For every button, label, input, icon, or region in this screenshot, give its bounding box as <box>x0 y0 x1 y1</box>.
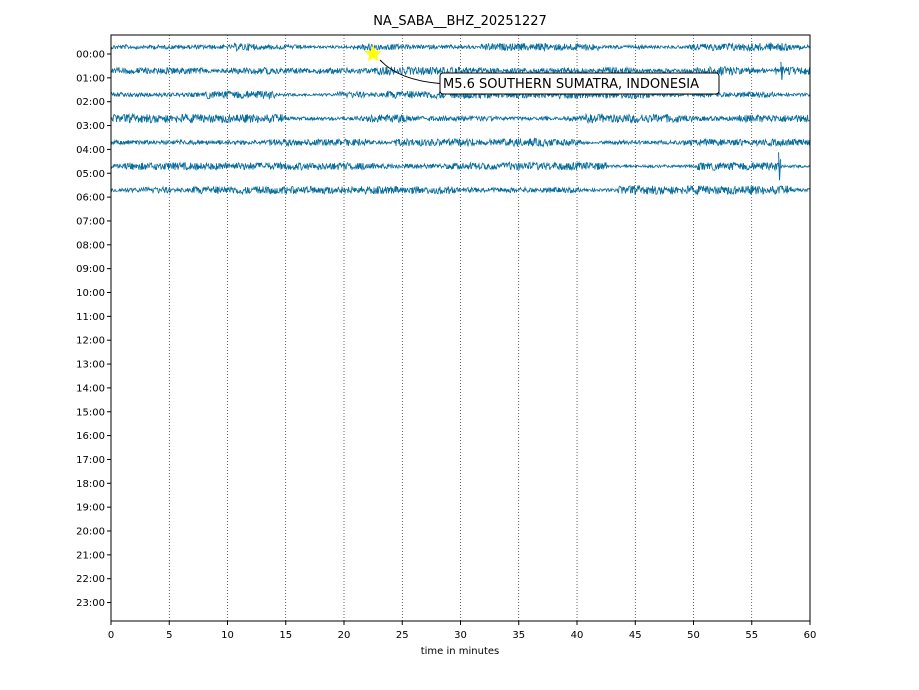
y-tick-label: 23:00 <box>76 598 105 609</box>
traces-group <box>110 42 811 196</box>
x-tick-label: 25 <box>396 630 409 641</box>
x-axis-label: time in minutes <box>421 646 500 657</box>
event-label: M5.6 SOUTHERN SUMATRA, INDONESIA <box>443 77 699 92</box>
y-tick-label: 20:00 <box>76 527 105 538</box>
seismic-trace <box>110 137 811 148</box>
x-axis: 0 5 10 15 20 25 30 35 40 45 50 55 60 <box>108 621 817 641</box>
trace-spike <box>778 152 782 181</box>
y-tick-label: 04:00 <box>76 145 105 156</box>
y-tick-label: 09:00 <box>76 264 105 275</box>
y-tick-label: 13:00 <box>76 360 105 371</box>
y-tick-label: 22:00 <box>76 574 105 585</box>
y-tick-label: 03:00 <box>76 121 105 132</box>
y-tick-label: 17:00 <box>76 455 105 466</box>
event-star-marker <box>364 44 382 62</box>
y-tick-label: 15:00 <box>76 407 105 418</box>
seismic-trace <box>110 90 811 101</box>
y-tick-label: 00:00 <box>76 50 105 61</box>
x-tick-label: 15 <box>279 630 292 641</box>
y-tick-label: 11:00 <box>76 312 105 323</box>
x-tick-label: 20 <box>338 630 351 641</box>
x-tick-label: 10 <box>221 630 234 641</box>
x-tick-label: 55 <box>745 630 758 641</box>
x-tick-label: 40 <box>571 630 584 641</box>
event-annotation-group: M5.6 SOUTHERN SUMATRA, INDONESIA <box>364 44 720 95</box>
event-label-box <box>439 72 720 95</box>
y-axis: 00:00 01:00 02:00 03:00 04:00 05:00 06:00 07:00… <box>76 50 111 609</box>
y-tick-label: 12:00 <box>76 336 105 347</box>
x-tick-label: 0 <box>108 630 114 641</box>
y-tick-label: 21:00 <box>76 550 105 561</box>
seismic-trace <box>110 112 811 125</box>
y-tick-label: 08:00 <box>76 240 105 251</box>
x-tick-label: 50 <box>687 630 700 641</box>
grid-lines <box>168 35 753 621</box>
x-tick-label: 5 <box>166 630 172 641</box>
y-tick-label: 16:00 <box>76 431 105 442</box>
seismic-trace <box>110 42 811 53</box>
y-tick-label: 19:00 <box>76 503 105 514</box>
y-tick-label: 02:00 <box>76 97 105 108</box>
trace-spike <box>780 61 784 80</box>
annotation-arrow <box>379 59 441 84</box>
x-tick-label: 30 <box>454 630 467 641</box>
y-tick-label: 01:00 <box>76 73 105 84</box>
seismic-trace <box>110 184 811 196</box>
y-tick-label: 07:00 <box>76 216 105 227</box>
x-tick-label: 60 <box>804 630 817 641</box>
x-tick-label: 35 <box>512 630 525 641</box>
chart-title: NA_SABA__BHZ_20251227 <box>373 14 547 29</box>
x-tick-label: 45 <box>629 630 642 641</box>
y-tick-label: 05:00 <box>76 169 105 180</box>
y-tick-label: 10:00 <box>76 288 105 299</box>
y-tick-label: 14:00 <box>76 383 105 394</box>
seismic-trace <box>110 160 811 172</box>
y-tick-label: 06:00 <box>76 193 105 204</box>
y-tick-label: 18:00 <box>76 479 105 490</box>
